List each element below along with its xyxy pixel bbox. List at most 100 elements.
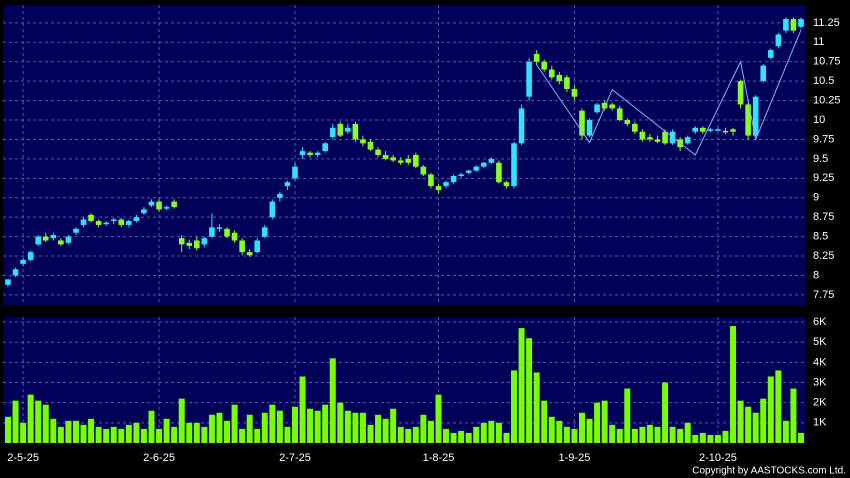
volume-bar xyxy=(730,326,737,443)
candle-body xyxy=(654,139,661,142)
candle-body xyxy=(752,96,759,136)
volume-bar xyxy=(359,412,366,443)
volume-bar xyxy=(760,398,767,443)
candle-body xyxy=(284,182,291,187)
y-tick-label: 3K xyxy=(813,376,827,388)
candle-body xyxy=(586,120,593,136)
candle-body xyxy=(261,227,268,237)
volume-bar xyxy=(458,430,465,443)
candle-body xyxy=(518,108,525,144)
x-tick-label: 2-10-25 xyxy=(699,452,737,464)
volume-bar xyxy=(541,400,548,443)
candle-body xyxy=(548,69,555,78)
volume-bar xyxy=(669,426,676,443)
volume-bar xyxy=(405,428,412,443)
volume-bar xyxy=(692,434,699,443)
candle-body xyxy=(269,201,276,218)
volume-bar xyxy=(80,424,87,443)
candle-body xyxy=(201,238,208,245)
candle-body xyxy=(118,219,125,225)
volume-bar xyxy=(609,424,616,443)
volume-bar xyxy=(563,426,570,443)
candle-body xyxy=(397,160,404,163)
candle-body xyxy=(647,137,653,140)
volume-bar xyxy=(140,428,147,443)
volume-bar xyxy=(284,426,291,443)
volume-bar xyxy=(616,428,623,443)
candle-body xyxy=(745,104,751,136)
volume-bar xyxy=(578,412,585,443)
volume-bar xyxy=(654,426,661,443)
y-tick-label: 8.25 xyxy=(813,250,834,262)
candle-body xyxy=(783,18,789,31)
volume-bar xyxy=(526,338,533,443)
volume-bar xyxy=(95,426,102,443)
volume-bar xyxy=(88,418,95,443)
candle-body xyxy=(737,81,744,105)
candle-body xyxy=(730,129,736,132)
volume-bar xyxy=(495,422,502,443)
candle-body xyxy=(141,209,147,214)
candle-body xyxy=(503,182,510,187)
volume-bar xyxy=(344,410,351,443)
volume-bar xyxy=(646,424,653,443)
candle-body xyxy=(133,217,140,222)
candle-body xyxy=(216,227,223,229)
volume-bar xyxy=(624,388,631,443)
volume-bar xyxy=(412,426,419,443)
volume-bar xyxy=(261,412,268,443)
volume-bar xyxy=(450,432,457,443)
candle-body xyxy=(35,236,42,245)
candle-body xyxy=(601,102,608,109)
candle-body xyxy=(156,201,162,210)
volume-bar xyxy=(12,400,19,443)
candle-body xyxy=(533,53,540,62)
volume-bar xyxy=(125,424,132,443)
volume-bar xyxy=(390,408,397,443)
volume-bar xyxy=(586,418,593,443)
volume-bar xyxy=(367,424,374,443)
candle-body xyxy=(50,235,57,239)
candle-body xyxy=(209,227,215,237)
candle-body xyxy=(20,259,26,264)
candle-body xyxy=(231,232,238,241)
volume-bar xyxy=(291,406,298,443)
candle-body xyxy=(616,108,623,121)
volume-bar xyxy=(269,404,276,443)
volume-bar xyxy=(677,428,684,443)
candle-body xyxy=(360,139,366,144)
volume-bar xyxy=(798,432,804,443)
volume-bar xyxy=(20,422,27,443)
volume-bar xyxy=(775,370,782,443)
candle-body xyxy=(511,143,517,187)
volume-bar xyxy=(594,402,601,443)
y-tick-label: 9 xyxy=(813,192,819,204)
volume-bar xyxy=(276,410,283,443)
y-tick-label: 2K xyxy=(813,397,827,409)
volume-bar xyxy=(27,394,34,443)
candle-body xyxy=(73,228,79,233)
volume-bar xyxy=(631,428,638,443)
volume-bar xyxy=(307,408,314,443)
volume-bar xyxy=(178,398,185,443)
volume-bar xyxy=(397,426,404,443)
y-tick-label: 6K xyxy=(813,316,827,328)
candle-body xyxy=(337,123,344,136)
candle-body xyxy=(352,123,359,140)
candle-body xyxy=(632,123,638,132)
price-panel xyxy=(3,5,806,305)
candle-body xyxy=(42,236,49,241)
volume-bar xyxy=(322,404,329,443)
volume-bar xyxy=(118,428,125,443)
volume-bar xyxy=(745,406,752,443)
candle-body xyxy=(314,152,321,155)
candle-body xyxy=(639,131,646,140)
candle-body xyxy=(110,219,117,222)
candle-body xyxy=(443,182,449,187)
candle-body xyxy=(246,252,253,256)
y-tick-label: 10 xyxy=(813,114,825,126)
candle-body xyxy=(662,131,668,144)
y-tick-label: 8 xyxy=(813,269,819,281)
volume-bar xyxy=(254,428,261,443)
